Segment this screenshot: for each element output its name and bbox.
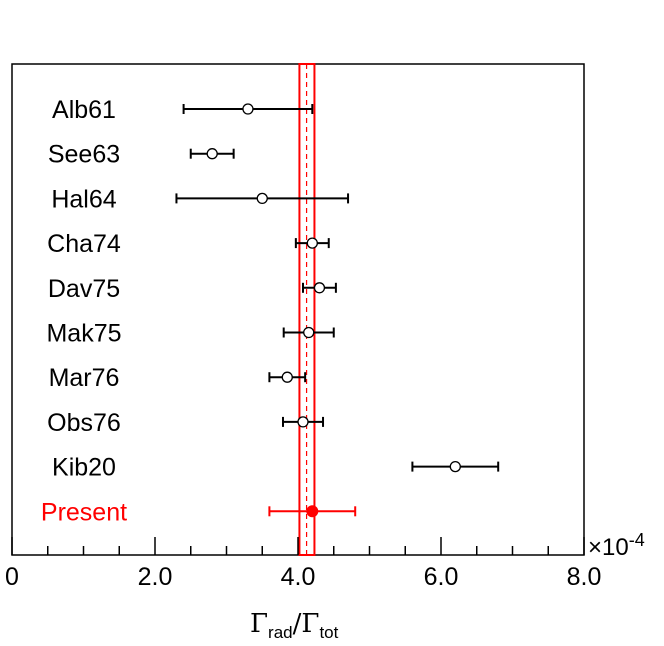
x-exponent: ×10-4 [588, 530, 645, 561]
measurement-mar76 [268, 371, 307, 383]
data-point-open [206, 148, 218, 160]
x-exponent-power: -4 [629, 530, 645, 550]
measurement-label: Mak75 [46, 320, 121, 348]
x-axis-symbol-2: Γ [301, 609, 319, 639]
x-axis-separator: / [293, 609, 302, 639]
x-axis-sub-tot: tot [319, 623, 338, 642]
measurement-kib20 [411, 460, 500, 473]
measurement-present [268, 505, 357, 518]
measurement-dav75 [302, 282, 337, 294]
x-axis-tick-labels: 0 2.0 4.0 6.0 8.0 [5, 563, 601, 591]
measurement-label: Dav75 [48, 275, 120, 303]
measurement-cha74 [294, 237, 330, 249]
data-point-open [306, 237, 318, 249]
data-point-open [297, 416, 309, 428]
svg-text:Γrad/Γtot: Γrad/Γtot [250, 609, 339, 642]
measurement-mak75 [282, 326, 335, 339]
data-point-open [449, 460, 461, 473]
measurement-label: Mar76 [49, 364, 120, 392]
data-point-open [242, 103, 254, 115]
x-axis-title: Γrad/Γtot [250, 609, 339, 642]
measurement-label: Hal64 [51, 185, 116, 213]
x-exponent-label: ×10 [588, 534, 629, 561]
data-point-open [303, 326, 315, 339]
data-point-open [313, 282, 326, 294]
x-tick-label: 8.0 [567, 563, 602, 591]
measurement-label: Kib20 [52, 454, 116, 482]
measurement-hal64 [175, 192, 350, 205]
x-tick-label: 0 [5, 563, 19, 591]
x-tick-label: 6.0 [424, 563, 459, 591]
data-point-open [281, 371, 293, 383]
measurement-label: Obs76 [47, 409, 121, 437]
measurement-see63 [189, 148, 235, 160]
x-tick-label: 4.0 [281, 563, 316, 591]
svg-text:×10-4: ×10-4 [588, 530, 645, 561]
data-point-filled [306, 505, 319, 518]
x-axis-symbol-1: Γ [250, 609, 268, 639]
measurement-label: Cha74 [47, 230, 121, 258]
measurement-label: Alb61 [52, 96, 116, 124]
data-point-open [256, 192, 268, 205]
measurement-label: See63 [48, 141, 120, 169]
average-band [298, 63, 316, 556]
x-axis-sub-rad: rad [268, 623, 293, 642]
x-axis-ticks [11, 537, 585, 555]
measurement-obs76 [281, 416, 325, 428]
x-tick-label: 2.0 [138, 563, 173, 591]
data-points [175, 103, 500, 518]
measurement-labels: Alb61 See63 Hal64 Cha74 Dav75 Mak75 Mar76 Obs76… [41, 96, 127, 526]
measurement-alb61 [182, 103, 314, 115]
measurement-label: Present [41, 498, 127, 526]
